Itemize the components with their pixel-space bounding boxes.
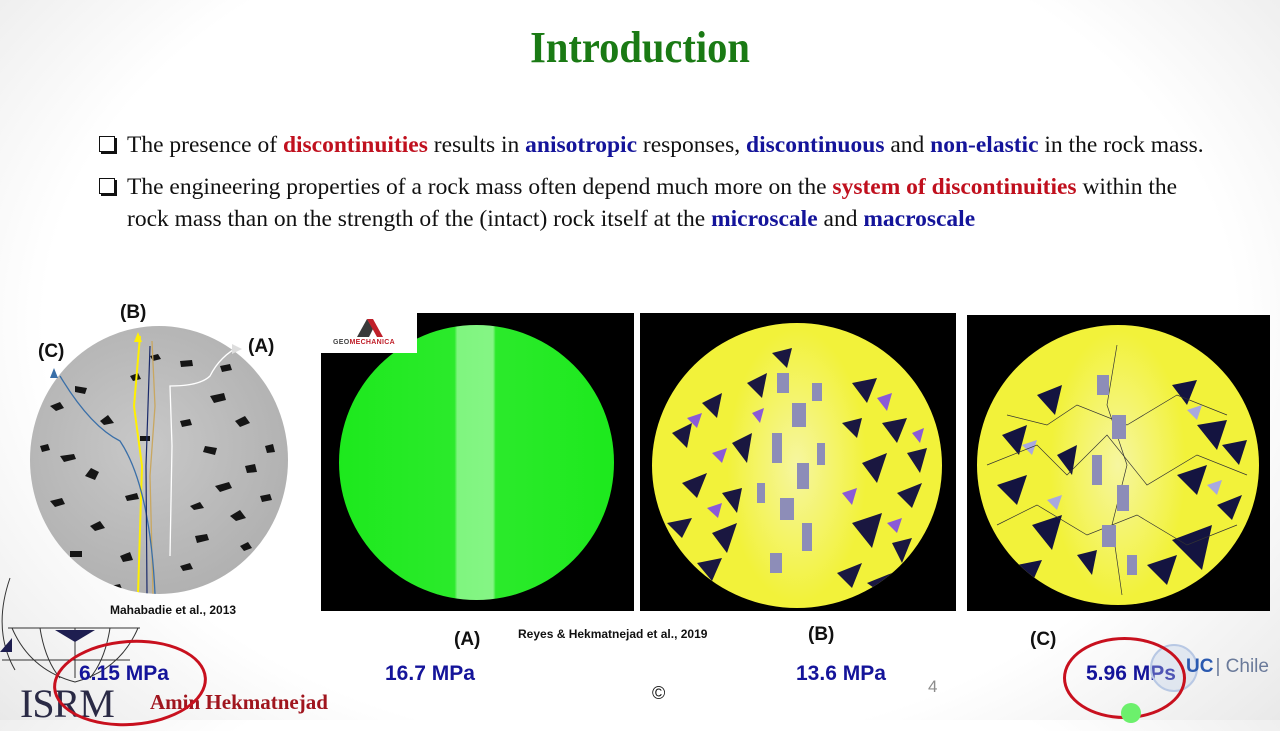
isrm-globe-logo-icon — [0, 577, 140, 683]
fractured-sample-disc-c — [977, 325, 1259, 605]
ct-strength-value: 6.15 MPa — [79, 662, 169, 685]
slide-title: Introduction — [530, 23, 750, 72]
emphasis-term: non-elastic — [930, 132, 1039, 158]
emphasis-term: discontinuous — [746, 132, 885, 158]
checkbox-bullet-icon — [99, 178, 115, 194]
panel-a-strength: 16.7 MPa — [385, 662, 475, 685]
fracture-network-icon — [986, 344, 1248, 596]
logo-text-geo: GEO — [333, 339, 350, 346]
geomechanica-logo-icon — [357, 319, 383, 337]
bullet-text-run: in the rock mass. — [1038, 132, 1204, 158]
pointer-dot-icon — [1121, 703, 1141, 723]
bullet-text-run: responses, — [637, 132, 747, 158]
bullet-text-run: within the rock mass than on the strengt… — [127, 174, 1178, 232]
emphasis-term: discontinuities — [282, 132, 428, 158]
panel-label-c: (C) — [1030, 629, 1057, 650]
geomechanica-logo: GEOMECHANICA — [321, 313, 417, 353]
ct-label-b: (B) — [120, 302, 147, 323]
panel-b-strength: 13.6 MPa — [796, 662, 886, 685]
ct-pores-icon — [40, 335, 275, 594]
copyright-symbol: © — [652, 683, 666, 703]
bullet-text-run: and — [884, 132, 931, 158]
ct-citation: Mahabadie et al., 2013 — [110, 603, 237, 617]
panel-label-a: (A) — [454, 629, 481, 650]
chile-logo-text: | Chile — [1215, 656, 1269, 677]
bullet-list: The presence of discontinuities results … — [97, 129, 1207, 245]
isrm-logo-text: ISRM — [20, 681, 115, 726]
bullet-text-run: results in — [427, 132, 526, 158]
ct-label-c: (C) — [38, 341, 65, 362]
bullet-text-run: The presence of — [127, 132, 283, 158]
emphasis-term: anisotropic — [525, 132, 638, 158]
bullet-text-run: The engineering properties of a rock mas… — [127, 174, 833, 200]
simulation-citation: Reyes & Hekmatnejad et al., 2019 — [518, 627, 708, 641]
simulation-panel-a: GEOMECHANICA — [321, 313, 634, 611]
simulation-panel-b — [640, 313, 956, 611]
bullet-text: The engineering properties of a rock mas… — [127, 174, 1177, 232]
emphasis-term: macroscale — [863, 206, 976, 232]
logo-text-mechanica: MECHANICA — [349, 339, 395, 346]
simulation-panel-c — [967, 315, 1270, 611]
ct-label-a: (A) — [248, 336, 275, 357]
bullet-text: The presence of discontinuities results … — [127, 132, 1204, 158]
bullet-text-run: and — [817, 206, 864, 232]
arrow-icon-c — [50, 368, 58, 378]
uc-logo-text: UC — [1186, 656, 1214, 677]
panel-label-b: (B) — [808, 624, 835, 645]
uc-chile-logo: UC | Chile — [1186, 656, 1269, 678]
checkbox-bullet-icon — [99, 136, 115, 152]
bullet-item-1: The presence of discontinuities results … — [97, 129, 1207, 161]
author-name: Amin Hekmatnejad — [150, 690, 328, 714]
geomechanica-logo-text: GEOMECHANICA — [333, 339, 395, 346]
ct-scan-image — [30, 326, 288, 594]
fractured-sample-disc-b — [652, 323, 942, 608]
arrow-icons — [134, 332, 242, 354]
intact-sample-disc — [339, 325, 614, 600]
page-number: 4 — [928, 677, 938, 696]
fracture-pattern-icon — [667, 348, 927, 595]
bullet-item-2: The engineering properties of a rock mas… — [97, 171, 1207, 235]
emphasis-term: microscale — [711, 206, 818, 232]
emphasis-term: system of discontinuities — [832, 174, 1077, 200]
